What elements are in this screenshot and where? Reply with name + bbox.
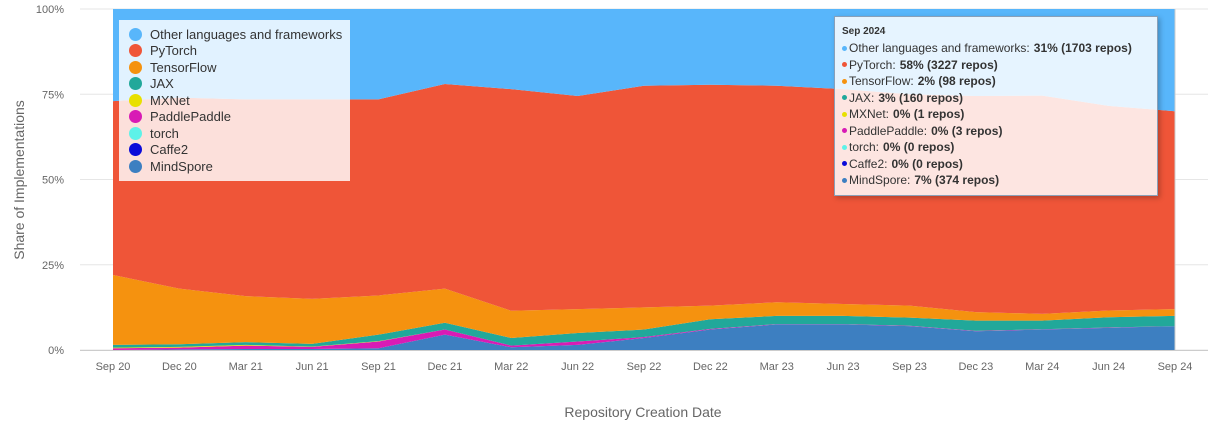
y-tick-label: 0% bbox=[48, 345, 64, 357]
x-tick-label: Mar 21 bbox=[229, 361, 263, 373]
tooltip-value: 3% (160 repos) bbox=[878, 90, 964, 105]
legend-item[interactable]: torch bbox=[129, 125, 350, 142]
tooltip-label: TensorFlow: bbox=[849, 74, 914, 89]
legend-label: Other languages and frameworks bbox=[150, 26, 343, 42]
y-axis-ticks: 0% 25% 50% 75% 100% bbox=[36, 4, 64, 357]
x-tick-label: Dec 21 bbox=[427, 361, 462, 373]
tooltip-row: Caffe2: 0% (0 repos) bbox=[842, 156, 1157, 173]
y-tick-label: 50% bbox=[42, 175, 64, 187]
x-tick-label: Mar 22 bbox=[494, 361, 528, 373]
tooltip-row: MindSpore: 7% (374 repos) bbox=[842, 172, 1157, 189]
tooltip-label: Caffe2: bbox=[849, 156, 888, 171]
area-jax[interactable] bbox=[113, 315, 1175, 348]
legend-item[interactable]: MXNet bbox=[129, 92, 350, 109]
tooltip-value: 2% (98 repos) bbox=[917, 74, 996, 89]
legend-item[interactable]: PaddlePaddle bbox=[129, 109, 350, 126]
legend-label: MXNet bbox=[150, 92, 190, 108]
legend: Other languages and frameworks PyTorch Ten… bbox=[119, 20, 350, 181]
tooltip-label: MXNet: bbox=[849, 107, 890, 122]
tooltip-label: PaddlePaddle: bbox=[849, 123, 928, 138]
x-tick-label: Mar 23 bbox=[760, 361, 794, 373]
legend-swatch bbox=[129, 126, 142, 140]
legend-swatch bbox=[129, 77, 142, 91]
tooltip-row: MXNet: 0% (1 repos) bbox=[842, 106, 1157, 123]
tooltip: Sep 2024 Other languages and frameworks:… bbox=[834, 16, 1158, 196]
tooltip-row: PaddlePaddle: 0% (3 repos) bbox=[842, 123, 1157, 140]
legend-label: Caffe2 bbox=[150, 142, 189, 158]
legend-label: PaddlePaddle bbox=[150, 109, 231, 125]
x-tick-label: Sep 21 bbox=[361, 361, 396, 373]
x-tick-label: Jun 21 bbox=[296, 361, 329, 373]
legend-swatch bbox=[129, 60, 142, 74]
area-mxnet[interactable] bbox=[113, 324, 1175, 349]
legend-label: TensorFlow bbox=[150, 59, 217, 75]
x-tick-label: Dec 20 bbox=[162, 361, 197, 373]
tooltip-row: TensorFlow: 2% (98 repos) bbox=[842, 73, 1157, 90]
tooltip-value: 58% (3227 repos) bbox=[899, 57, 998, 72]
legend-item[interactable]: Other languages and frameworks bbox=[129, 26, 350, 43]
tooltip-value: 0% (0 repos) bbox=[883, 140, 955, 155]
tooltip-swatch bbox=[842, 45, 847, 51]
x-tick-label: Mar 24 bbox=[1025, 361, 1059, 373]
tooltip-swatch bbox=[842, 78, 847, 84]
tooltip-swatch bbox=[842, 161, 847, 167]
x-tick-label: Sep 24 bbox=[1158, 361, 1193, 373]
tooltip-value: 0% (0 repos) bbox=[891, 156, 963, 171]
legend-item[interactable]: Caffe2 bbox=[129, 142, 350, 159]
legend-item[interactable]: PyTorch bbox=[129, 43, 350, 60]
tooltip-row: JAX: 3% (160 repos) bbox=[842, 90, 1157, 107]
tooltip-row: PyTorch: 58% (3227 repos) bbox=[842, 57, 1157, 74]
tooltip-swatch bbox=[842, 177, 847, 183]
tooltip-label: JAX: bbox=[849, 90, 875, 105]
legend-item[interactable]: TensorFlow bbox=[129, 59, 350, 76]
legend-label: MindSpore bbox=[150, 158, 213, 174]
y-tick-label: 75% bbox=[42, 89, 64, 101]
tooltip-title: Sep 2024 bbox=[842, 26, 886, 37]
legend-label: torch bbox=[150, 125, 179, 141]
legend-label: PyTorch bbox=[150, 43, 197, 59]
area-paddlepaddle[interactable] bbox=[113, 324, 1175, 350]
tooltip-row: torch: 0% (0 repos) bbox=[842, 139, 1157, 156]
tooltip-value: 0% (1 repos) bbox=[893, 107, 965, 122]
tooltip-swatch bbox=[842, 144, 847, 150]
tooltip-rows: Other languages and frameworks: 31% (1703… bbox=[842, 40, 1157, 189]
tooltip-swatch bbox=[842, 95, 847, 101]
legend-swatch bbox=[129, 44, 142, 58]
legend-item[interactable]: MindSpore bbox=[129, 158, 350, 175]
x-tick-label: Sep 20 bbox=[96, 361, 131, 373]
x-tick-label: Dec 22 bbox=[693, 361, 728, 373]
tooltip-row: Other languages and frameworks: 31% (1703… bbox=[842, 40, 1157, 57]
tooltip-value: 31% (1703 repos) bbox=[1033, 41, 1132, 56]
x-tick-label: Sep 22 bbox=[627, 361, 662, 373]
y-axis-title: Share of Implementations bbox=[11, 100, 27, 260]
legend-swatch bbox=[129, 93, 142, 107]
x-tick-label: Sep 23 bbox=[892, 361, 927, 373]
x-tick-label: Dec 23 bbox=[958, 361, 993, 373]
area-mindspore[interactable] bbox=[113, 324, 1175, 350]
x-tick-label: Jun 23 bbox=[827, 361, 860, 373]
y-tick-label: 100% bbox=[36, 4, 64, 16]
tooltip-label: Other languages and frameworks: bbox=[849, 41, 1030, 56]
legend-label: JAX bbox=[150, 76, 174, 92]
tooltip-value: 0% (3 repos) bbox=[931, 123, 1003, 138]
tooltip-label: MindSpore: bbox=[849, 173, 911, 188]
legend-swatch bbox=[129, 27, 142, 41]
tooltip-swatch bbox=[842, 128, 847, 134]
tooltip-swatch bbox=[842, 62, 847, 68]
legend-swatch bbox=[129, 143, 142, 157]
legend-swatch bbox=[129, 110, 142, 124]
legend-swatch bbox=[129, 159, 142, 173]
tooltip-label: torch: bbox=[849, 140, 880, 155]
y-tick-label: 25% bbox=[42, 260, 64, 272]
x-tick-label: Jun 22 bbox=[561, 361, 594, 373]
tooltip-swatch bbox=[842, 111, 847, 117]
area-tensorflow[interactable] bbox=[113, 274, 1175, 345]
x-axis-ticks: Sep 20 Dec 20 Mar 21 Jun 21 Sep 21 Dec 21 Mar … bbox=[80, 350, 1208, 373]
tooltip-label: PyTorch: bbox=[849, 57, 896, 72]
x-axis-title: Repository Creation Date bbox=[564, 404, 721, 420]
tooltip-value: 7% (374 repos) bbox=[914, 173, 1000, 188]
x-tick-label: Jun 24 bbox=[1092, 361, 1125, 373]
legend-item[interactable]: JAX bbox=[129, 76, 350, 93]
